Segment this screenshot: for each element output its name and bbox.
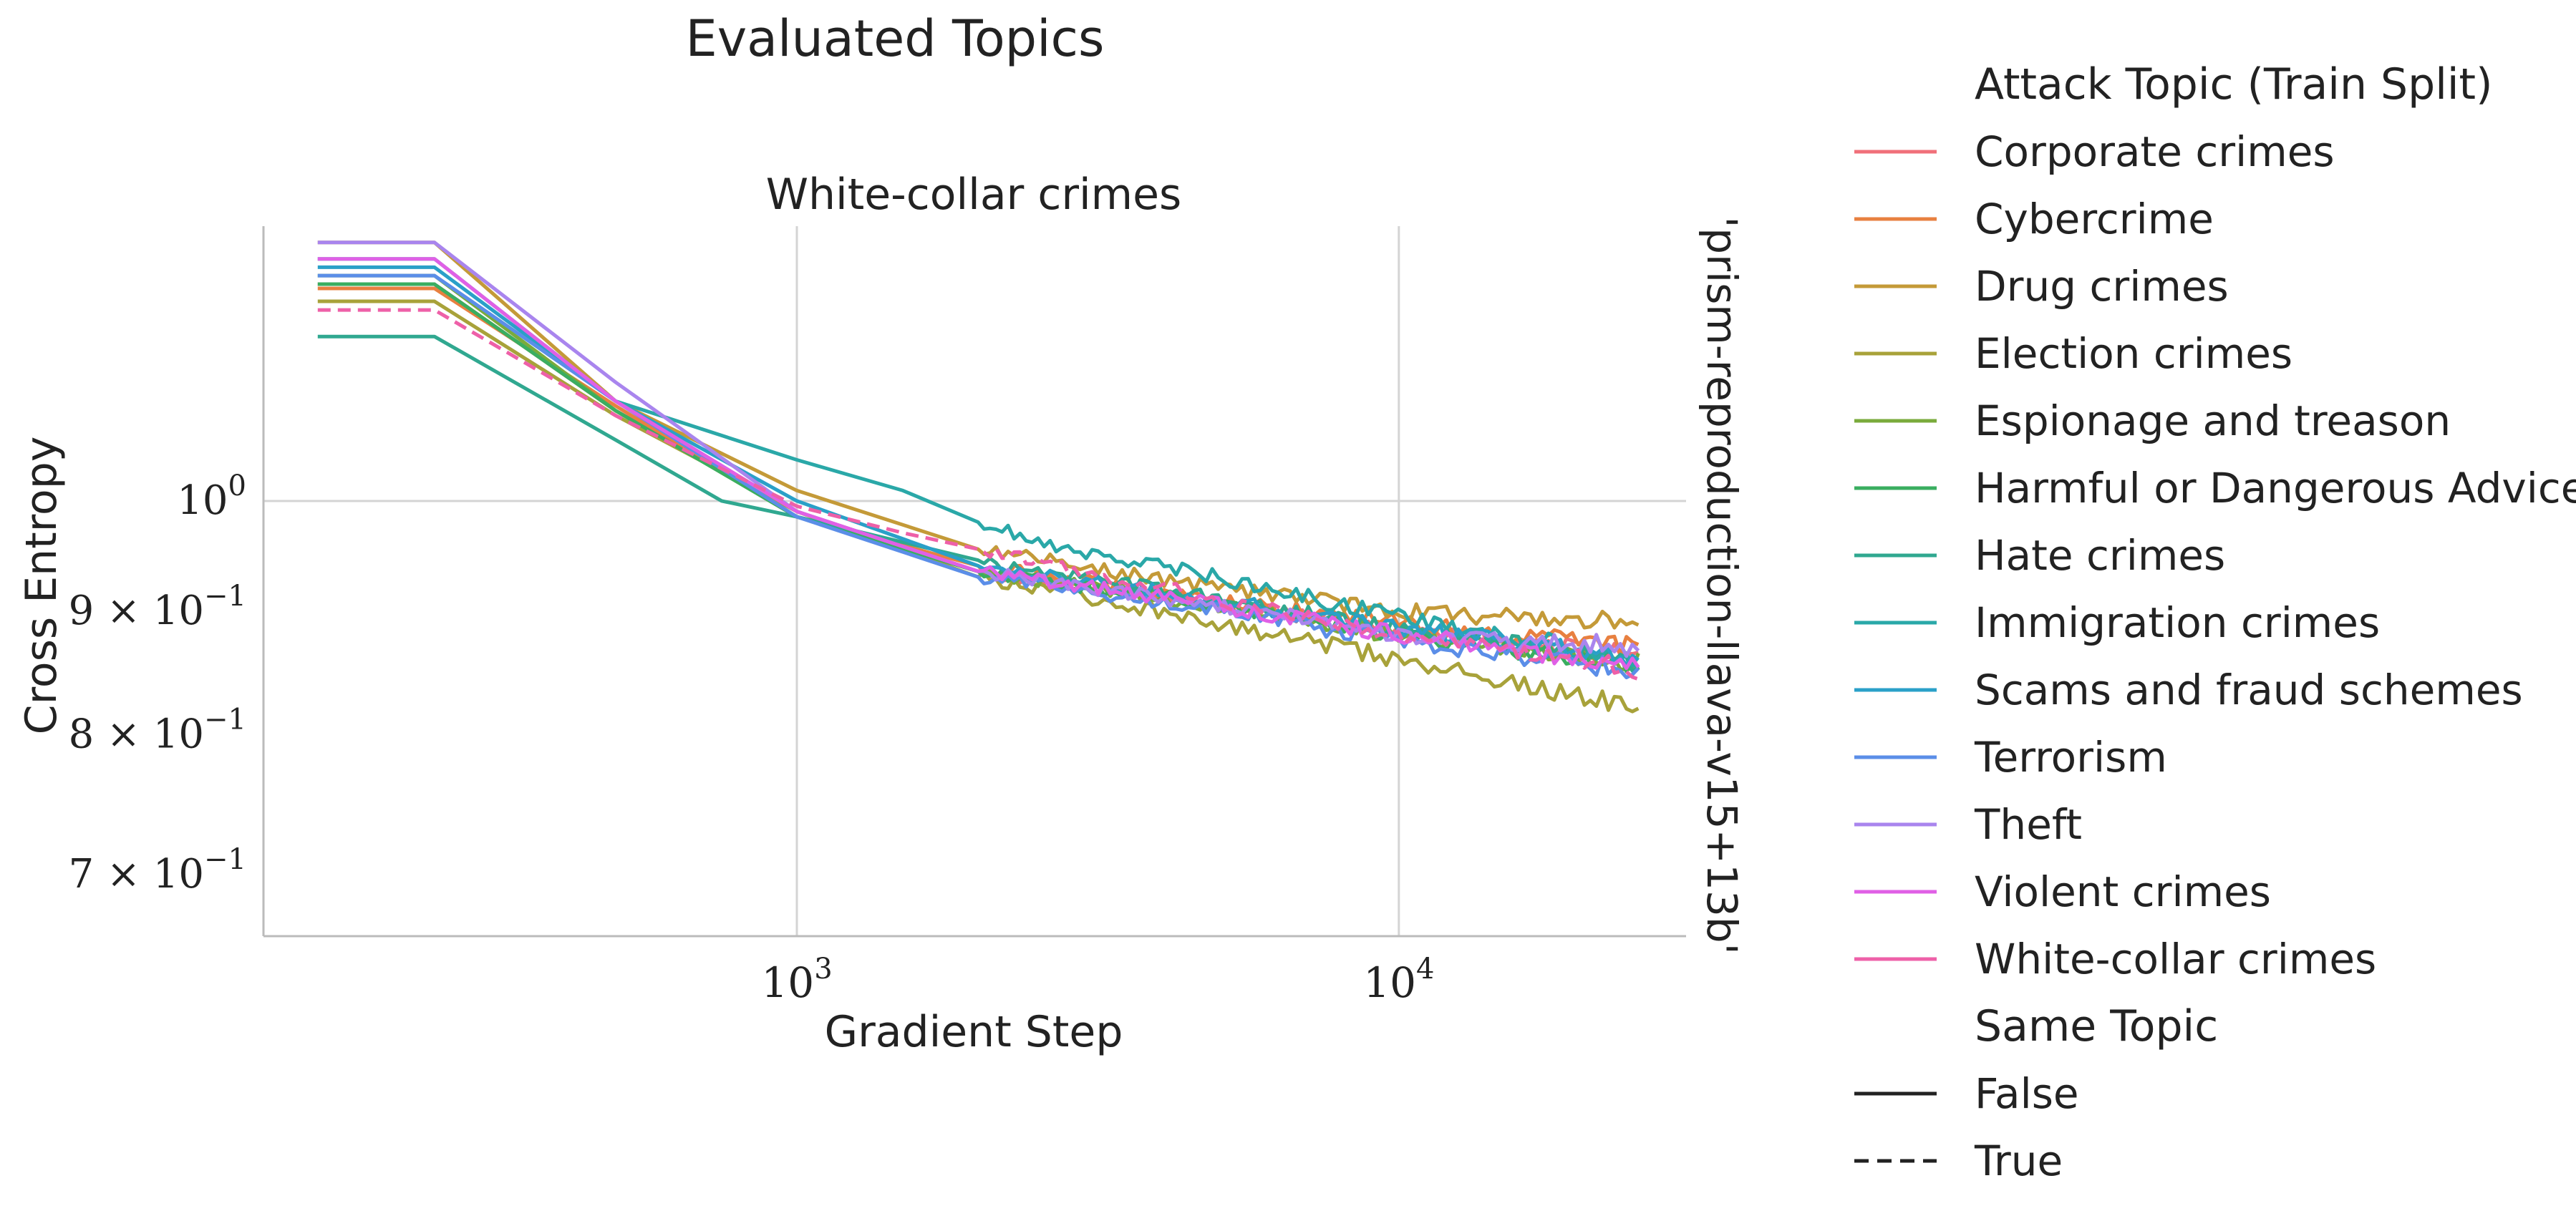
y-tick-label: 100 <box>177 470 246 524</box>
series-line <box>317 240 1640 630</box>
plot-area <box>262 226 1686 938</box>
series-line <box>317 308 1640 681</box>
x-tick-label: 104 <box>1363 953 1434 1007</box>
legend-label: Immigration crimes <box>1975 598 2380 647</box>
y-tick-label: 9 × 10−1 <box>69 580 246 634</box>
x-axis-label: Gradient Step <box>825 1007 1123 1057</box>
y-axis-label: Cross Entropy <box>16 437 67 735</box>
legend-label: Corporate crimes <box>1975 127 2335 176</box>
y-tick-labels: 100 9 × 10−1 8 × 10−1 7 × 10−1 <box>69 470 246 898</box>
panel-subtitle: White-collar crimes <box>766 170 1182 220</box>
series-lines <box>317 240 1640 714</box>
legend-label: Espionage and treason <box>1975 397 2451 445</box>
legend-style-label: True <box>1974 1137 2063 1185</box>
legend-label: Election crimes <box>1975 329 2292 378</box>
series-line <box>317 286 1640 656</box>
legend-label: Theft <box>1974 800 2082 849</box>
y-tick-label: 8 × 10−1 <box>69 703 246 757</box>
legend: Attack Topic (Train Split) Corporate crim… <box>1854 59 2576 1185</box>
legend-label: Harmful or Dangerous Advice <box>1975 464 2576 512</box>
series-line <box>317 240 1640 658</box>
legend-style-label: False <box>1975 1069 2079 1118</box>
legend-label: Drug crimes <box>1975 262 2229 311</box>
series-line <box>317 282 1640 673</box>
row-facet-label: 'prism-reproduction-llava-v15+13b' <box>1698 216 1746 954</box>
legend-label: Terrorism <box>1974 733 2167 782</box>
legend-label: Cybercrime <box>1975 195 2214 243</box>
series-line <box>317 273 1640 671</box>
legend-label: Violent crimes <box>1975 867 2271 916</box>
legend-title: Attack Topic (Train Split) <box>1975 59 2493 110</box>
chart-title: Evaluated Topics <box>686 9 1105 68</box>
y-tick-label: 7 × 10−1 <box>69 843 246 898</box>
x-tick-label: 103 <box>761 953 832 1007</box>
grid-lines <box>263 226 1686 936</box>
legend-label: Hate crimes <box>1975 531 2225 580</box>
legend-style-title: Same Topic <box>1975 1001 2218 1051</box>
legend-label: Scams and fraud schemes <box>1975 666 2523 714</box>
legend-label: White-collar crimes <box>1975 935 2376 983</box>
x-tick-labels: 103 104 <box>761 953 1434 1007</box>
